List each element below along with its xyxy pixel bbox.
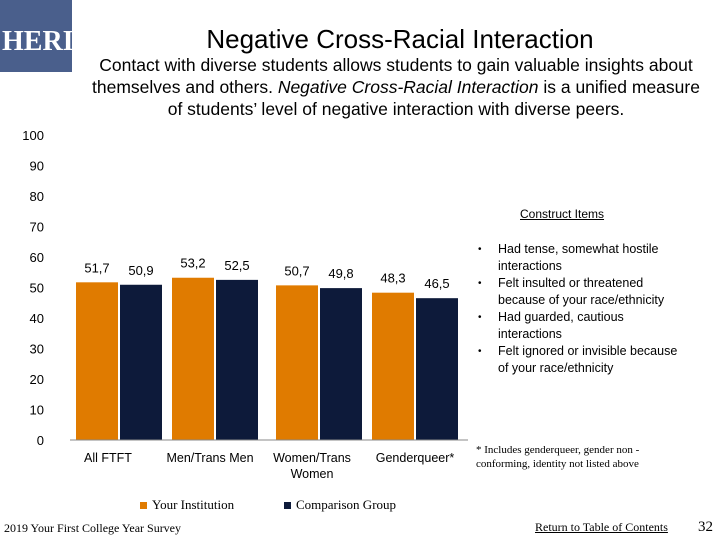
y-tick-label: 30 bbox=[30, 342, 44, 357]
construct-item-text: Felt insulted or threatened because of y… bbox=[498, 276, 665, 307]
category-label: Men/Trans Men bbox=[166, 451, 253, 465]
legend-swatch-comparison-group bbox=[284, 501, 291, 509]
y-tick-label: 50 bbox=[30, 281, 44, 296]
data-label: 46,5 bbox=[424, 276, 449, 291]
data-label: 48,3 bbox=[380, 271, 405, 286]
construct-item-text: Felt ignored or invisible because of you… bbox=[498, 344, 678, 375]
bullet-icon: • bbox=[478, 244, 482, 255]
y-tick-label: 40 bbox=[30, 311, 44, 326]
y-tick-label: 60 bbox=[30, 250, 44, 265]
data-label: 50,7 bbox=[284, 263, 309, 278]
construct-item-text: Had guarded, cautious interactions bbox=[498, 310, 624, 341]
construct-item: • Felt insulted or threatened because of … bbox=[478, 275, 688, 309]
category-label: All FTFT bbox=[84, 451, 132, 465]
legend-label-comparison-group: Comparison Group bbox=[296, 497, 397, 512]
bar-your-institution bbox=[172, 277, 214, 440]
heri-logo: HERI bbox=[0, 0, 74, 72]
y-tick-label: 90 bbox=[30, 159, 44, 174]
category-label: Genderqueer* bbox=[376, 451, 455, 465]
data-label: 52,5 bbox=[224, 258, 249, 273]
page-subtitle: Contact with diverse students allows stu… bbox=[86, 54, 706, 120]
construct-item-text: Had tense, somewhat hostile interactions bbox=[498, 242, 659, 273]
construct-item: • Felt ignored or invisible because of yo… bbox=[478, 343, 688, 377]
survey-name: 2019 Your First College Year Survey bbox=[4, 521, 182, 535]
y-tick-label: 100 bbox=[22, 128, 44, 143]
data-label: 53,2 bbox=[180, 256, 205, 271]
bar-comparison-group bbox=[416, 298, 458, 440]
construct-items-list: • Had tense, somewhat hostile interaction… bbox=[478, 241, 688, 377]
bullet-icon: • bbox=[478, 346, 482, 357]
construct-item: • Had tense, somewhat hostile interaction… bbox=[478, 241, 688, 275]
bullet-icon: • bbox=[478, 278, 482, 289]
bullet-icon: • bbox=[478, 312, 482, 323]
subtitle-italic: Negative Cross-Racial Interaction bbox=[277, 77, 539, 97]
data-label: 49,8 bbox=[328, 266, 353, 281]
bar-comparison-group bbox=[216, 279, 258, 440]
legend-comparison-group: Comparison Group bbox=[284, 497, 396, 513]
bar-comparison-group bbox=[320, 288, 362, 440]
y-tick-label: 10 bbox=[30, 403, 44, 418]
bar-your-institution bbox=[276, 285, 318, 440]
bar-your-institution bbox=[372, 292, 414, 440]
subtitle-part2: is a unified measure of students’ level … bbox=[167, 77, 700, 119]
category-label: Women/Trans Women bbox=[273, 451, 351, 481]
return-to-toc-link[interactable]: Return to Table of Contents bbox=[535, 520, 668, 534]
y-tick-label: 0 bbox=[37, 433, 44, 448]
legend-swatch-your-institution bbox=[140, 501, 147, 509]
y-tick-label: 70 bbox=[30, 220, 44, 235]
construct-item: • Had guarded, cautious interactions bbox=[478, 309, 688, 343]
page-number: 32 bbox=[698, 519, 713, 535]
y-tick-label: 80 bbox=[30, 189, 44, 204]
data-label: 51,7 bbox=[84, 260, 109, 275]
footnote: * Includes genderqueer, gender non - con… bbox=[476, 444, 640, 470]
data-label: 50,9 bbox=[128, 263, 153, 278]
page-title: Negative Cross-Racial Interaction bbox=[206, 24, 594, 54]
legend-your-institution: Your Institution bbox=[140, 497, 234, 513]
legend-label-your-institution: Your Institution bbox=[152, 497, 235, 512]
construct-items-title: Construct Items bbox=[520, 207, 605, 221]
logo-text: HERI bbox=[2, 26, 74, 57]
bar-comparison-group bbox=[120, 284, 162, 440]
subtitle-part1: Contact with diverse students allows stu… bbox=[92, 55, 693, 97]
bar-your-institution bbox=[76, 282, 118, 440]
y-tick-label: 20 bbox=[30, 372, 44, 387]
